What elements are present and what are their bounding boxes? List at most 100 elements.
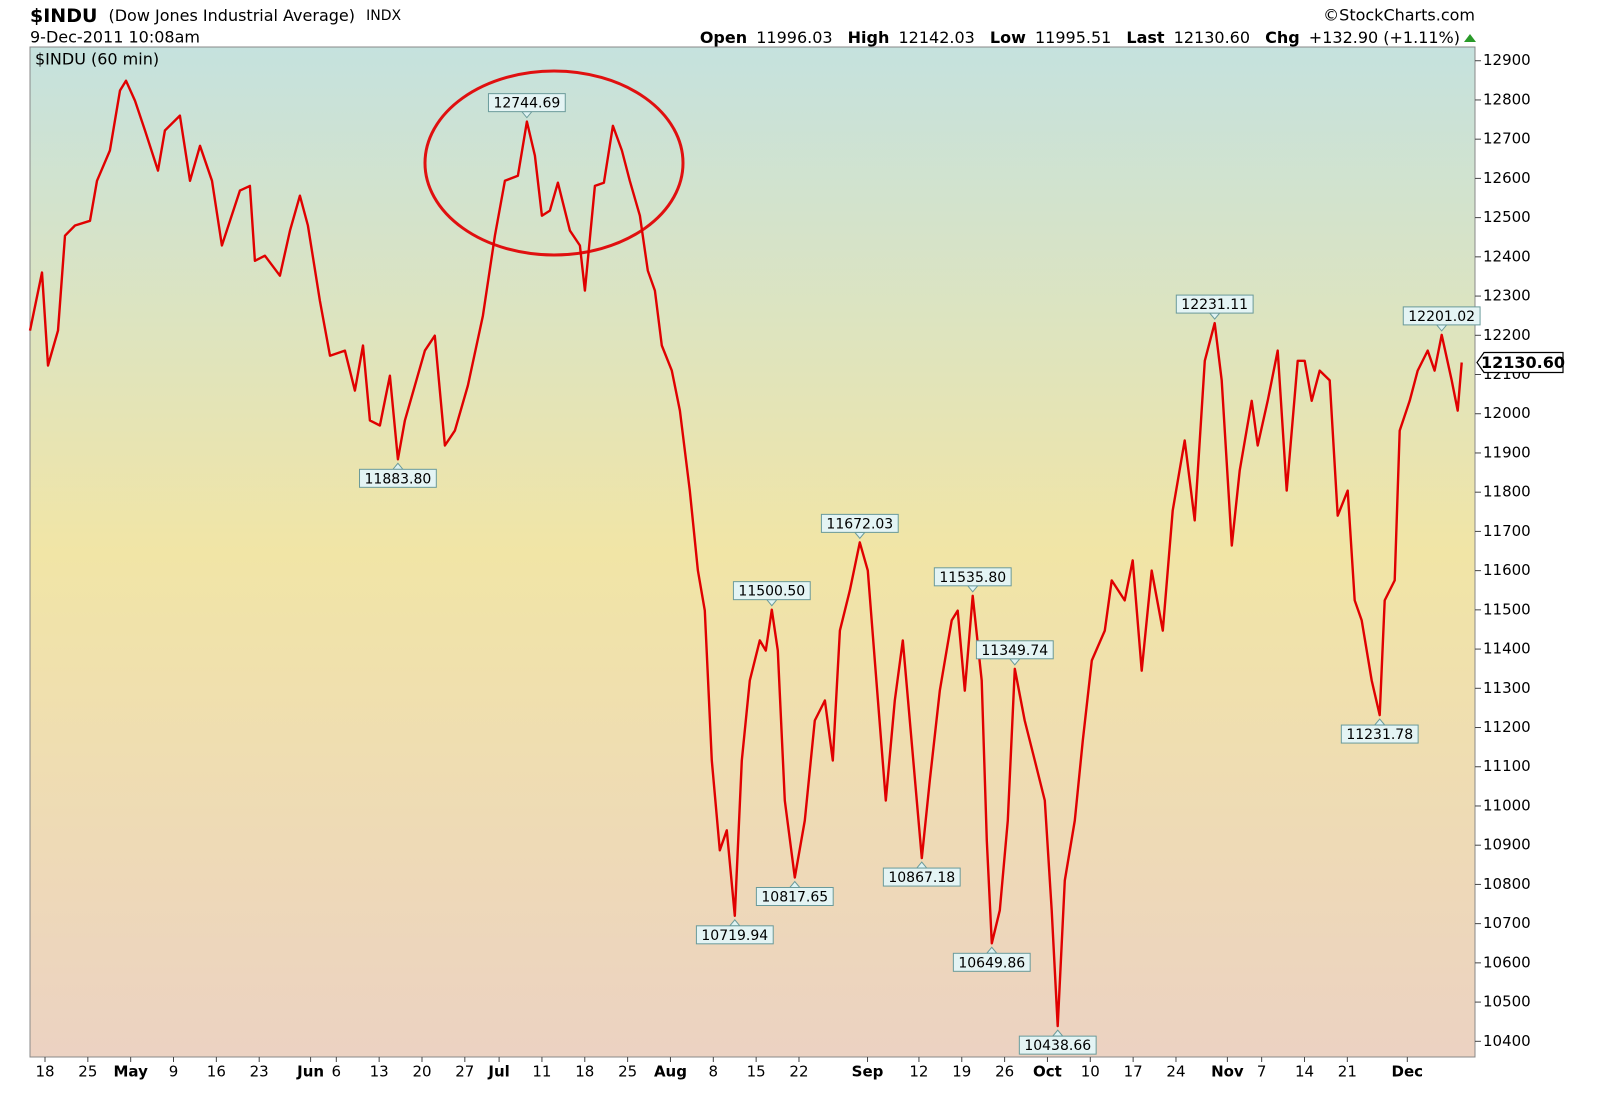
y-tick-label: 12700 xyxy=(1483,130,1531,148)
price-line xyxy=(28,79,1463,1028)
x-tick-label: 25 xyxy=(78,1063,97,1081)
title: $INDU xyxy=(30,5,97,27)
y-tick-label: 12300 xyxy=(1483,287,1531,305)
y-tick-label: 10500 xyxy=(1483,993,1531,1011)
x-tick-label: Jul xyxy=(487,1063,509,1081)
y-tick-label: 12500 xyxy=(1483,208,1531,226)
label-box xyxy=(933,567,1012,587)
y-tick-label: 11000 xyxy=(1483,796,1531,814)
value-label: 12744.69 xyxy=(493,96,560,112)
x-tick-label: May xyxy=(113,1063,148,1081)
value-label: 11535.80 xyxy=(939,570,1006,586)
x-tick-label: Nov xyxy=(1211,1063,1244,1081)
y-tick-label: 10400 xyxy=(1483,1032,1531,1050)
y-tick-label: 11100 xyxy=(1483,757,1531,775)
label-box xyxy=(1018,1035,1097,1055)
label-box xyxy=(882,867,961,887)
y-tick-label: 11500 xyxy=(1483,600,1531,618)
y-tick-label: 12400 xyxy=(1483,247,1531,265)
x-tick-label: 13 xyxy=(370,1063,389,1081)
y-tick-label: 11400 xyxy=(1483,640,1531,658)
value-label: 10719.94 xyxy=(701,928,768,944)
y-tick-label: 11300 xyxy=(1483,679,1531,697)
header: $INDU (Dow Jones Industrial Average) IND… xyxy=(30,5,401,27)
quote-value: 12142.03 xyxy=(898,28,974,47)
value-label: 12231.11 xyxy=(1181,297,1248,313)
y-tick-label: 12200 xyxy=(1483,326,1531,344)
label-box xyxy=(952,952,1031,972)
x-tick-label: 15 xyxy=(747,1063,766,1081)
value-label: 11883.80 xyxy=(365,471,432,487)
value-label: 11672.03 xyxy=(826,516,893,532)
y-tick-label: 11700 xyxy=(1483,522,1531,540)
x-tick-label: 8 xyxy=(709,1063,719,1081)
value-label: 10817.65 xyxy=(761,889,828,905)
x-tick-label: Aug xyxy=(654,1063,687,1081)
x-tick-label: 12 xyxy=(909,1063,928,1081)
x-tick-label: 9 xyxy=(169,1063,179,1081)
x-tick-label: 20 xyxy=(412,1063,431,1081)
value-label: 10438.66 xyxy=(1024,1038,1091,1054)
x-tick-label: 14 xyxy=(1295,1063,1314,1081)
quote-value: +132.90 (+1.11%) xyxy=(1309,28,1460,47)
x-tick-label: 10 xyxy=(1081,1063,1100,1081)
label-box xyxy=(1402,306,1481,326)
value-label: 12201.02 xyxy=(1408,309,1475,325)
quote-label: Chg xyxy=(1265,28,1300,47)
x-tick-label: 21 xyxy=(1338,1063,1357,1081)
quote-value: 11996.03 xyxy=(756,28,832,47)
x-tick-label: 18 xyxy=(575,1063,594,1081)
x-tick-label: 27 xyxy=(455,1063,474,1081)
quote-value: 12130.60 xyxy=(1174,28,1250,47)
x-tick-label: Oct xyxy=(1033,1063,1062,1081)
last-tag xyxy=(1476,351,1564,374)
y-tick-label: 12800 xyxy=(1483,90,1531,108)
value-label: 11500.50 xyxy=(738,584,805,600)
plot-area xyxy=(29,46,1476,1058)
highlight-ellipse xyxy=(423,69,685,257)
label-box xyxy=(732,581,811,601)
quote-label: Open xyxy=(700,28,747,47)
y-tick-label: 11900 xyxy=(1483,443,1531,461)
label-box xyxy=(487,93,566,113)
date: 9-Dec-2011 10:08am xyxy=(30,28,200,47)
x-tick-label: 7 xyxy=(1257,1063,1267,1081)
x-tick-label: 17 xyxy=(1124,1063,1143,1081)
x-tick-label: 26 xyxy=(995,1063,1014,1081)
x-tick-label: 18 xyxy=(35,1063,54,1081)
quote: Open 11996.03 High 12142.03 Low 11995.51… xyxy=(700,28,1460,47)
y-tick-label: 10700 xyxy=(1483,914,1531,932)
y-tick-label: 12000 xyxy=(1483,404,1531,422)
x-tick-label: 25 xyxy=(618,1063,637,1081)
x-tick-label: 6 xyxy=(332,1063,342,1081)
y-tick-label: 12600 xyxy=(1483,169,1531,187)
up-arrow xyxy=(1464,34,1476,42)
y-tick-label: 12900 xyxy=(1483,51,1531,69)
subtitle: (Dow Jones Industrial Average) xyxy=(108,6,355,25)
quote-label: Last xyxy=(1126,28,1165,47)
y-tick-label: 10900 xyxy=(1483,836,1531,854)
last-tag-label: 12130.60 xyxy=(1481,353,1565,372)
y-tick-label: 11800 xyxy=(1483,483,1531,501)
label-box xyxy=(755,886,834,906)
x-tick-label: 24 xyxy=(1166,1063,1185,1081)
quote-value: 11995.51 xyxy=(1035,28,1111,47)
legend: $INDU (60 min) xyxy=(35,50,159,69)
x-tick-label: Sep xyxy=(852,1063,884,1081)
value-label: 11231.78 xyxy=(1346,727,1413,743)
label-box xyxy=(695,925,774,945)
value-label: 11349.74 xyxy=(981,643,1048,659)
label-box xyxy=(1340,724,1419,744)
x-tick-label: Dec xyxy=(1392,1063,1424,1081)
label-box xyxy=(975,640,1054,660)
value-label: 10867.18 xyxy=(888,870,955,886)
x-tick-label: Jun xyxy=(296,1063,324,1081)
y-tick-label: 11200 xyxy=(1483,718,1531,736)
x-tick-label: 23 xyxy=(250,1063,269,1081)
label-box xyxy=(1175,294,1254,314)
quote-label: High xyxy=(848,28,890,47)
label-box xyxy=(359,468,437,488)
x-tick-label: 22 xyxy=(789,1063,808,1081)
source: ©StockCharts.com xyxy=(1323,6,1475,25)
